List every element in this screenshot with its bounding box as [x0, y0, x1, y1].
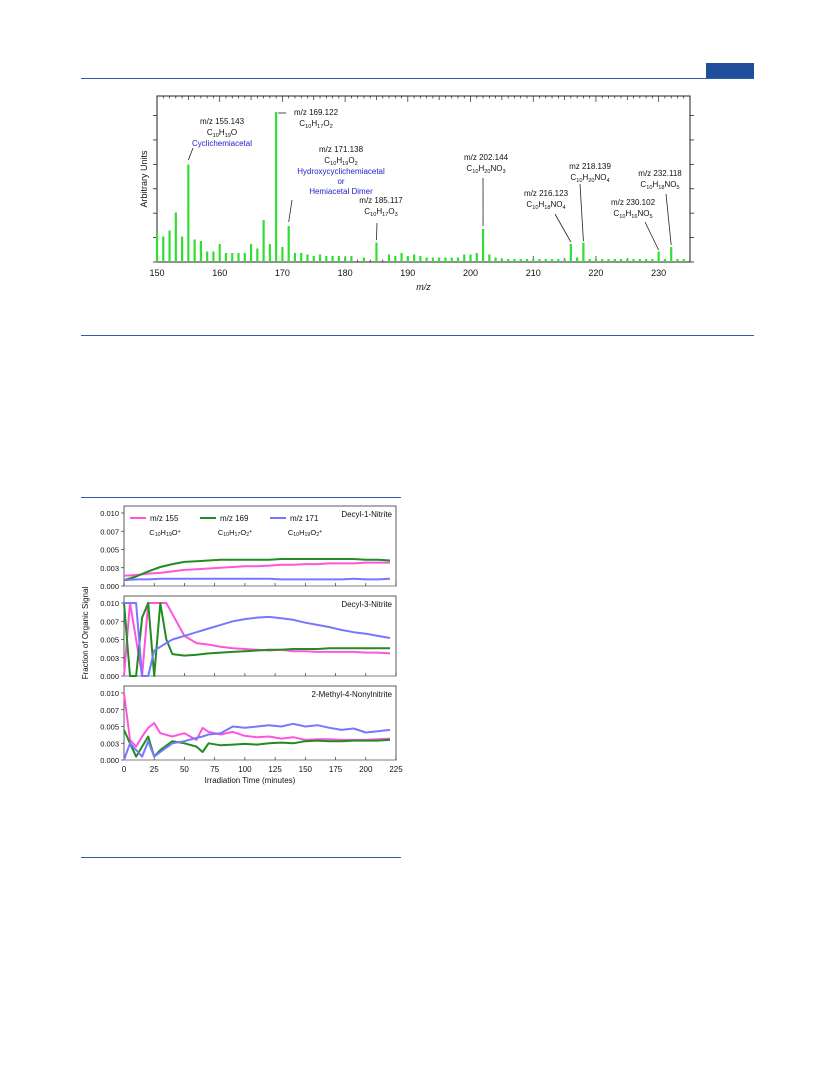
peak-formula-label: C10H20NO4 — [570, 173, 609, 184]
y-tick-label: 0.005 — [100, 636, 119, 645]
annotation-leader — [376, 222, 378, 241]
y-tick-label: 0.010 — [100, 509, 119, 518]
peak-mz-label: m/z 185.117 — [359, 196, 403, 205]
peak-mz-label: m/z 169.122 — [294, 108, 339, 117]
figure2-rule-top — [81, 497, 401, 498]
series-line — [123, 577, 391, 582]
peak-formula-label: C10H19O — [207, 128, 237, 139]
y-tick-label: 0.003 — [100, 654, 119, 663]
annotation-leader — [644, 221, 660, 251]
series-line — [124, 602, 391, 677]
x-tick-label: 125 — [268, 765, 282, 774]
y-tick-label: 0.000 — [100, 582, 119, 591]
x-tick-label: 210 — [526, 268, 541, 278]
peak-formula-label: C10H16NO5 — [613, 209, 652, 220]
peak-mz-label: m/z 202.144 — [464, 153, 509, 162]
legend-label: m/z 169 — [220, 514, 249, 523]
annotation-leader — [579, 183, 584, 242]
annotation-leader — [665, 193, 672, 246]
series-line — [123, 602, 391, 677]
panel-label: 2-Methyl-4-Nonylnitrite — [312, 690, 393, 699]
peak-formula-label: C10H18NO4 — [526, 200, 565, 211]
peak-mz-label: m/z 230.102 — [611, 198, 656, 207]
panel-label: Decyl-3-Nitrite — [341, 600, 392, 609]
x-tick-label: 175 — [329, 765, 343, 774]
y-tick-label: 0.010 — [100, 599, 119, 608]
y-tick-label: 0.005 — [100, 723, 119, 732]
peak-mz-label: mz 218.139 — [569, 162, 611, 171]
x-tick-label: 150 — [149, 268, 164, 278]
annotation-leader — [554, 213, 572, 243]
x-axis-label: Irradiation Time (minutes) — [205, 776, 296, 785]
legend-formula: C10H17O2+ — [218, 528, 252, 538]
y-tick-label: 0.003 — [100, 739, 119, 748]
panel-label: Decyl-1-Nitrite — [341, 510, 392, 519]
peak-formula-label: C10H20NO3 — [466, 164, 505, 175]
x-axis-label: m/z — [416, 282, 431, 292]
peak-formula-label: C10H17O2 — [299, 119, 332, 130]
header-rule — [81, 78, 754, 79]
y-tick-label: 0.007 — [100, 527, 119, 536]
peak-mz-label: m/z 171.138 — [319, 145, 364, 154]
legend-formula: C10H19O+ — [149, 528, 180, 538]
x-tick-label: 170 — [275, 268, 290, 278]
y-tick-label: 0.010 — [100, 689, 119, 698]
series-line — [123, 722, 391, 761]
annotation-leader — [187, 147, 194, 161]
x-tick-label: 225 — [389, 765, 403, 774]
x-tick-label: 100 — [238, 765, 252, 774]
x-tick-label: 160 — [212, 268, 227, 278]
series-line — [123, 602, 390, 677]
x-tick-label: 150 — [299, 765, 313, 774]
x-tick-label: 190 — [400, 268, 415, 278]
peak-mz-label: m/z 216.123 — [524, 189, 569, 198]
x-tick-label: 200 — [359, 765, 373, 774]
series-line — [123, 692, 391, 748]
x-tick-label: 50 — [180, 765, 189, 774]
y-tick-label: 0.007 — [100, 617, 119, 626]
figure-rule-bottom — [81, 335, 754, 336]
y-tick-label: 0.007 — [100, 706, 119, 715]
y-axis-label: Fraction of Organic Signal — [81, 587, 90, 680]
legend-formula: C10H19O2+ — [288, 528, 322, 538]
x-tick-label: 25 — [150, 765, 159, 774]
x-tick-label: 230 — [651, 268, 666, 278]
plot-frame — [156, 95, 691, 263]
x-tick-label: 75 — [210, 765, 219, 774]
peak-formula-label: C10H18NO5 — [640, 180, 679, 191]
y-tick-label: 0.000 — [100, 756, 119, 765]
legend-label: m/z 171 — [290, 514, 319, 523]
peak-name-label: Hydroxycyclichemiacetal — [297, 167, 385, 176]
x-tick-label: 180 — [338, 268, 353, 278]
series-line — [123, 558, 391, 582]
peak-mz-label: m/z 155.143 — [200, 117, 245, 126]
figure2-rule-bottom — [81, 857, 401, 858]
y-tick-label: 0.003 — [100, 564, 119, 573]
annotation-leader — [288, 199, 293, 223]
series-line — [123, 561, 390, 577]
peak-name-label: Cyclichemiacetal — [192, 139, 252, 148]
mass-spectrum-chart: 150 160 170 180 190 200 210 220 230 m/z Arbitrary … — [139, 95, 694, 292]
legend-label: m/z 155 — [150, 514, 179, 523]
y-tick-label: 0.000 — [100, 672, 119, 681]
x-tick-label: 0 — [122, 765, 127, 774]
peak-mz-label: m/z 232.118 — [638, 169, 682, 178]
header-tab — [706, 63, 754, 78]
peak-formula-label: C10H17O3 — [364, 207, 397, 218]
y-axis-label: Arbitrary Units — [139, 150, 149, 208]
peak-name-label: or — [337, 177, 344, 186]
series-line — [123, 729, 391, 758]
peak-name-label: Hemiacetal Dimer — [309, 187, 373, 196]
y-tick-label: 0.005 — [100, 546, 119, 555]
peak-formula-label: C10H19O2 — [324, 156, 357, 167]
x-tick-label: 200 — [463, 268, 478, 278]
x-tick-label: 220 — [588, 268, 603, 278]
